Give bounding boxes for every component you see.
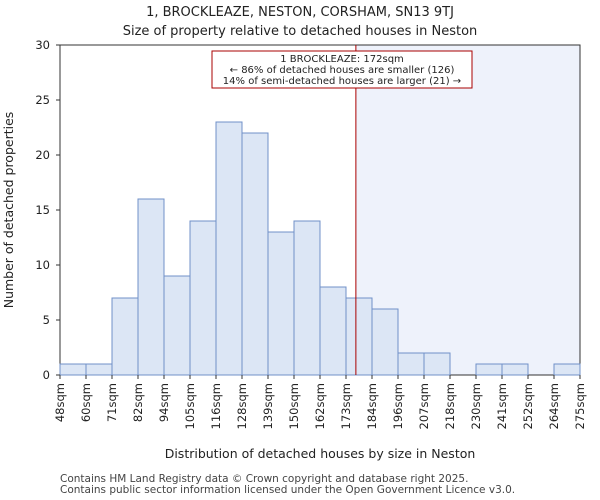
histogram-bar xyxy=(319,286,347,376)
x-tick-label: 60sqm xyxy=(79,383,93,422)
histogram-bar xyxy=(475,363,503,376)
histogram-bar xyxy=(371,308,399,376)
x-tick-label: 230sqm xyxy=(469,383,483,429)
histogram-bar xyxy=(163,275,191,376)
annotation-box-frame xyxy=(211,50,473,89)
y-tick-label: 20 xyxy=(35,148,50,162)
x-tick-label: 196sqm xyxy=(391,383,405,429)
x-tick-label: 162sqm xyxy=(313,383,327,429)
x-tick-label: 218sqm xyxy=(443,383,457,429)
histogram-bar xyxy=(267,231,295,376)
x-tick-label: 275sqm xyxy=(573,383,587,429)
annotation-box: 1 BROCKLEAZE: 172sqm ← 86% of detached h… xyxy=(211,50,473,89)
x-tick-label: 173sqm xyxy=(339,383,353,429)
x-tick-label: 71sqm xyxy=(105,383,119,422)
x-tick-label: 116sqm xyxy=(209,383,223,429)
footer-line-2: Contains public sector information licen… xyxy=(60,484,516,496)
x-tick-label: 48sqm xyxy=(53,383,67,422)
annotation-line-1: 1 BROCKLEAZE: 172sqm xyxy=(280,54,404,65)
x-tick-label: 252sqm xyxy=(521,383,535,429)
histogram-bar xyxy=(345,297,373,376)
y-tick-label: 30 xyxy=(35,38,50,52)
y-tick-label: 15 xyxy=(35,203,50,217)
histogram-bar xyxy=(553,363,581,376)
annotation-line-3: 14% of semi-detached houses are larger (… xyxy=(223,76,461,87)
histogram-bar xyxy=(59,363,87,376)
chart-title: 1, BROCKLEAZE, NESTON, CORSHAM, SN13 9TJ xyxy=(146,5,454,20)
x-tick-label: 150sqm xyxy=(287,383,301,429)
x-axis-label: Distribution of detached houses by size … xyxy=(165,446,476,461)
x-tick-label: 264sqm xyxy=(547,383,561,429)
annotation-line-2: ← 86% of detached houses are smaller (12… xyxy=(230,65,455,76)
chart-subtitle: Size of property relative to detached ho… xyxy=(123,24,478,39)
histogram-bar xyxy=(137,198,165,376)
x-tick-label: 207sqm xyxy=(417,383,431,429)
y-tick-label: 5 xyxy=(43,313,50,327)
histogram-bar xyxy=(85,363,113,376)
y-tick-label: 25 xyxy=(35,93,50,107)
histogram-bar xyxy=(189,220,217,376)
y-axis-label: Number of detached properties xyxy=(1,112,16,309)
x-tick-label: 82sqm xyxy=(131,383,145,422)
x-tick-label: 139sqm xyxy=(261,383,275,429)
histogram-bar xyxy=(423,352,451,376)
x-tick-label: 105sqm xyxy=(183,383,197,429)
x-tick-label: 128sqm xyxy=(235,383,249,429)
x-tick-label: 184sqm xyxy=(365,383,379,429)
histogram-bar xyxy=(397,352,425,376)
y-tick-label: 0 xyxy=(43,368,50,382)
histogram-bar xyxy=(293,220,321,376)
x-tick-label: 241sqm xyxy=(495,383,509,429)
footer-line-1: Contains HM Land Registry data © Crown c… xyxy=(60,473,469,485)
x-tick-label: 94sqm xyxy=(157,383,171,422)
histogram-bar xyxy=(111,297,139,376)
y-tick-label: 10 xyxy=(35,258,50,272)
histogram-bar xyxy=(241,132,269,376)
histogram-bar xyxy=(501,363,529,376)
histogram-bar xyxy=(215,121,243,376)
